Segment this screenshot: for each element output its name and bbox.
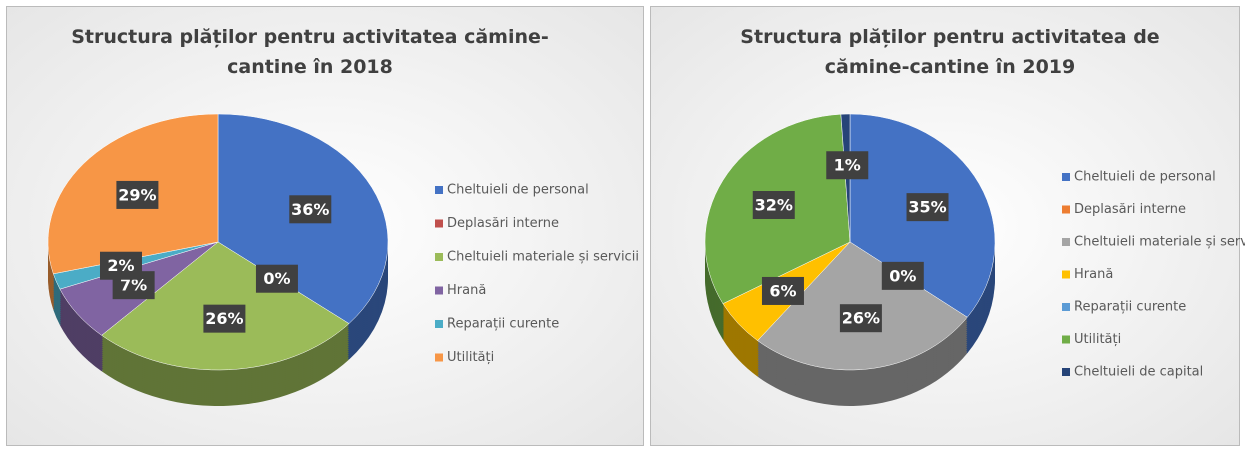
data-label: 1% <box>834 156 861 175</box>
data-label-box <box>255 264 298 293</box>
legend-swatch <box>435 219 443 228</box>
data-label-box <box>752 191 795 220</box>
chart-title: Structura plăților pentru activitatea de… <box>740 26 1160 78</box>
legend-label: Cheltuieli de personal <box>447 183 589 198</box>
legend-swatch <box>1062 368 1070 376</box>
legend-swatch <box>435 253 443 261</box>
data-label: 2% <box>107 256 134 275</box>
data-label: 36% <box>291 200 329 219</box>
legend-label: Reparații curente <box>447 317 559 332</box>
data-label: 6% <box>769 281 796 300</box>
legend-label: Deplasări interne <box>447 216 559 231</box>
legend-label: Cheltuieli de capital <box>1074 365 1203 380</box>
data-label: 26% <box>205 309 243 328</box>
legend-swatch <box>1062 270 1070 279</box>
legend-swatch <box>1062 205 1070 214</box>
data-label-box <box>203 304 246 333</box>
legend-label: Hrană <box>1074 267 1113 282</box>
data-label: 7% <box>120 276 147 295</box>
data-label-box <box>99 251 142 280</box>
legend-swatch <box>435 353 443 362</box>
data-label-box <box>906 193 949 222</box>
data-label: 32% <box>755 196 793 215</box>
data-label-box <box>881 261 924 290</box>
chart-title: Structura plăților pentru activitatea că… <box>71 26 549 78</box>
legend-label: Utilități <box>1074 332 1121 347</box>
legend-swatch <box>1062 303 1070 311</box>
legend-label: Cheltuieli de personal <box>1074 170 1216 185</box>
legend-swatch <box>435 320 443 328</box>
legend-label: Deplasări interne <box>1074 202 1186 217</box>
legend-swatch <box>1062 238 1070 246</box>
data-label: 29% <box>118 185 156 204</box>
data-label-box <box>289 195 332 224</box>
legend-swatch <box>1062 335 1070 344</box>
data-label: 26% <box>842 309 880 328</box>
legend-label: Cheltuieli materiale și servicii <box>1074 235 1245 250</box>
data-label: 0% <box>889 266 916 285</box>
legend-label: Utilități <box>447 350 494 365</box>
data-label: 0% <box>263 269 290 288</box>
legend-swatch <box>435 286 443 295</box>
legend-swatch <box>1062 173 1070 181</box>
legend-label: Cheltuieli materiale și servicii <box>447 250 639 265</box>
data-label-box <box>839 304 882 333</box>
data-label-box <box>116 180 159 209</box>
data-label-box <box>761 276 804 305</box>
data-label-box <box>826 151 869 180</box>
legend-label: Hrană <box>447 283 486 298</box>
legend-swatch <box>435 186 443 194</box>
data-label: 35% <box>908 198 946 217</box>
legend-label: Reparații curente <box>1074 300 1186 315</box>
